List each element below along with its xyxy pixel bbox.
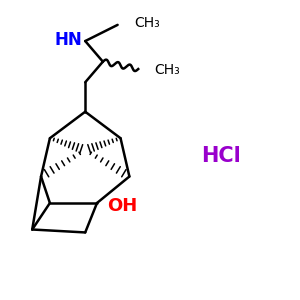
Text: HCl: HCl bbox=[201, 146, 241, 166]
Text: HN: HN bbox=[55, 32, 82, 50]
Text: CH₃: CH₃ bbox=[154, 64, 180, 77]
Text: OH: OH bbox=[107, 197, 137, 215]
Text: CH₃: CH₃ bbox=[134, 16, 160, 30]
